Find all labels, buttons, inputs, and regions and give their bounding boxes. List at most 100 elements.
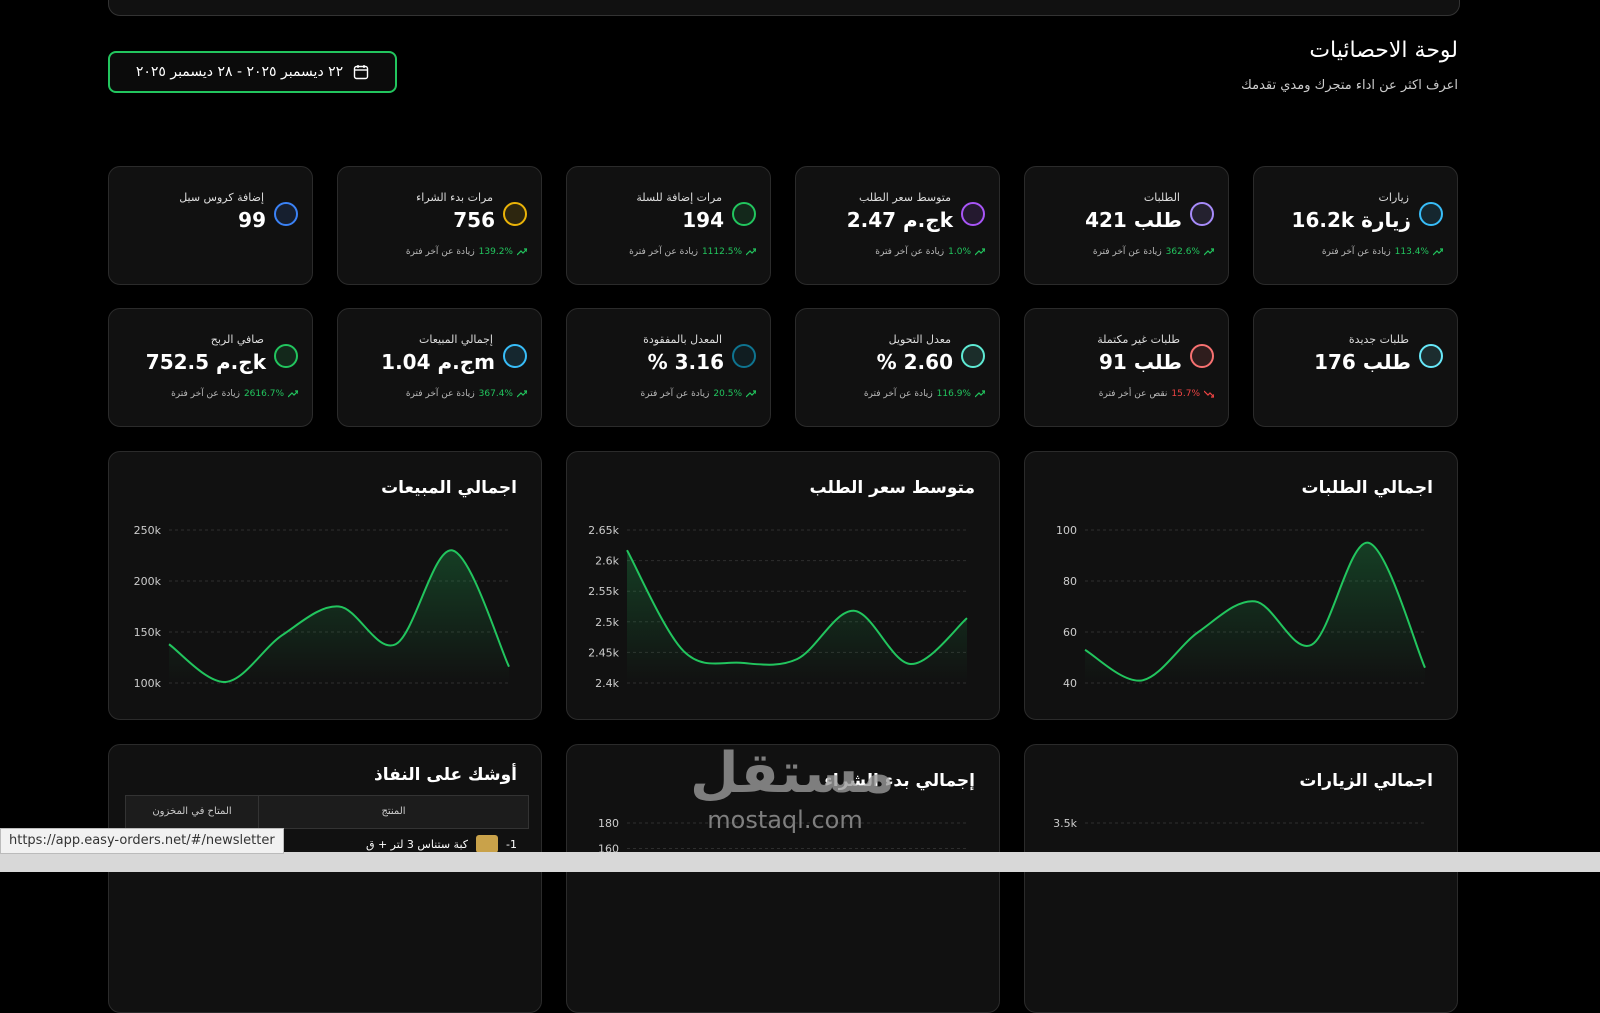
trend-arrow xyxy=(746,390,756,398)
stat-label: إجمالي المبيعات xyxy=(418,333,493,346)
change-percent: 113.4% xyxy=(1394,247,1429,257)
status-url: https://app.easy-orders.net/#/newsletter xyxy=(0,828,284,854)
stat-value: 16.2k زيارة xyxy=(1291,208,1411,232)
stat-card: زيارات 16.2k زيارة 113.4% زيادة عن آخر فترة xyxy=(1253,166,1458,285)
change-note: زيادة عن آخر فترة xyxy=(1321,247,1391,257)
stat-label: مرات إضافة للسلة xyxy=(636,191,722,204)
stat-value: 756 xyxy=(453,208,495,232)
change-note: زيادة عن آخر فترة xyxy=(405,247,475,257)
stat-value: % 3.16 xyxy=(647,350,724,374)
chart-card: اجمالي الطلبات 40 60 80 100 xyxy=(1024,451,1458,720)
stat-value: 91 طلب xyxy=(1099,350,1182,374)
trend-arrow-path xyxy=(517,248,527,256)
y-tick-label: 180 xyxy=(598,817,619,830)
stat-label: متوسط سعر الطلب xyxy=(858,191,951,204)
stat-icon xyxy=(274,202,298,226)
y-tick-label: 250k xyxy=(134,524,162,537)
stat-label: المعدل بالمفقودة xyxy=(643,333,722,346)
area-fill xyxy=(627,550,967,683)
change-percent: 1.0% xyxy=(948,247,971,257)
low-stock-title: أوشك على النفاذ xyxy=(373,765,517,785)
change-percent: 2616.7% xyxy=(243,389,284,399)
stat-label: طلبات غير مكتملة xyxy=(1097,333,1180,346)
table-row: 1- كبة ستناس 3 لتر + ق xyxy=(366,835,517,853)
trend-arrow-path xyxy=(517,390,527,398)
change-percent: 367.4% xyxy=(478,389,513,399)
trend-arrow xyxy=(975,248,985,256)
stat-change: 20.5% زيادة عن آخر فترة xyxy=(641,389,756,399)
chart-card: متوسط سعر الطلب 2.4k 2.45k 2.5k 2.55k 2.6k 2.6… xyxy=(566,451,1000,720)
product-name: كبة ستناس 3 لتر + ق xyxy=(365,837,469,851)
change-note: زيادة عن آخر فترة xyxy=(875,247,945,257)
stat-change: 15.7% نقص عن أخر فترة xyxy=(1099,389,1214,399)
stat-card: مرات إضافة للسلة 194 1112.5% زيادة عن آخر ف… xyxy=(566,166,771,285)
stat-card: صافي الربح ج.م 752.5k 2616.7% زيادة عن آخر … xyxy=(108,308,313,427)
change-note: نقص عن أخر فترة xyxy=(1098,389,1168,399)
trend-arrow xyxy=(975,390,985,398)
chart: 100k 150k 200k 250k xyxy=(134,524,510,690)
y-tick-label: 2.45k xyxy=(588,646,619,659)
stat-label: زيارات xyxy=(1378,191,1409,204)
watermark: مستقل mostaql.com xyxy=(690,741,895,835)
row-index: 1- xyxy=(506,837,517,851)
stat-change: 139.2% زيادة عن آخر فترة xyxy=(406,247,527,257)
stat-card: معدل التحويل % 2.60 116.9% زيادة عن آخر فتر… xyxy=(795,308,1000,427)
stat-change: 116.9% زيادة عن آخر فترة xyxy=(864,389,985,399)
top-bar xyxy=(108,0,1460,16)
column-header: المتاح في المخزون xyxy=(152,806,232,817)
date-range-picker[interactable]: ٢٢ ديسمبر ٢٠٢٥ - ٢٨ ديسمبر ٢٠٢٥ xyxy=(108,51,397,93)
trend-arrow-path xyxy=(288,390,298,398)
watermark-arabic: مستقل xyxy=(690,741,895,806)
stat-label: الطلبات xyxy=(1143,191,1180,204)
stat-value: ج.م 1.04m xyxy=(381,350,495,374)
chart-title: متوسط سعر الطلب xyxy=(809,478,975,498)
change-percent: 362.6% xyxy=(1165,247,1200,257)
trend-arrow xyxy=(288,390,298,398)
stat-icon xyxy=(961,344,985,368)
watermark-latin: mostaql.com xyxy=(707,806,863,834)
stat-label: طلبات جديدة xyxy=(1348,333,1409,346)
product-thumbnail xyxy=(476,835,499,853)
y-tick-label: 2.55k xyxy=(588,585,619,598)
stat-change: 2616.7% زيادة عن آخر فترة xyxy=(171,389,298,399)
chart-title: إجمالي بدء الشراء xyxy=(824,771,975,791)
chart: 3.5k xyxy=(1053,817,1425,830)
change-note: زيادة عن آخر فترة xyxy=(863,389,933,399)
chart: 2.4k 2.45k 2.5k 2.55k 2.6k 2.65k xyxy=(588,524,968,690)
column-header: المنتج xyxy=(258,796,528,828)
trend-arrow xyxy=(1433,248,1443,256)
stat-label: إضافة كروس سيل xyxy=(179,191,264,204)
chart-title: اجمالي الزيارات xyxy=(1299,771,1433,791)
stats-grid: زيارات 16.2k زيارة 113.4% زيادة عن آخر فترة… xyxy=(108,166,1458,427)
y-tick-label: 60 xyxy=(1063,626,1077,639)
change-percent: 15.7% xyxy=(1171,389,1200,399)
trend-arrow-path xyxy=(975,390,985,398)
trend-arrow-path xyxy=(1204,390,1214,398)
stat-label: معدل التحويل xyxy=(888,333,951,346)
y-tick-label: 3.5k xyxy=(1053,817,1077,830)
stat-icon xyxy=(503,202,527,226)
stat-change: 113.4% زيادة عن آخر فترة xyxy=(1322,247,1443,257)
trend-arrow-path xyxy=(975,248,985,256)
stat-change: 1.0% زيادة عن آخر فترة xyxy=(875,247,985,257)
stat-label: مرات بدء الشراء xyxy=(416,191,493,204)
chart-title: اجمالي المبيعات xyxy=(381,478,517,498)
change-note: زيادة عن آخر فترة xyxy=(1092,247,1162,257)
stat-change: 362.6% زيادة عن آخر فترة xyxy=(1093,247,1214,257)
stat-icon xyxy=(732,202,756,226)
stat-value: ج.م 752.5k xyxy=(145,350,266,374)
y-tick-label: 2.6k xyxy=(595,555,619,568)
change-percent: 20.5% xyxy=(713,389,742,399)
change-note: زيادة عن آخر فترة xyxy=(640,389,710,399)
stat-value: % 2.60 xyxy=(876,350,953,374)
page-title: لوحة الاحصائيات xyxy=(1309,38,1458,63)
trend-arrow-path xyxy=(746,248,756,256)
trend-arrow xyxy=(746,248,756,256)
stat-value: 99 xyxy=(238,208,266,232)
stat-label: صافي الربح xyxy=(210,333,264,346)
stat-card: إضافة كروس سيل 99 xyxy=(108,166,313,285)
change-percent: 116.9% xyxy=(936,389,971,399)
stat-card: المعدل بالمفقودة % 3.16 20.5% زيادة عن آخر … xyxy=(566,308,771,427)
stat-value: 176 طلب xyxy=(1314,350,1411,374)
